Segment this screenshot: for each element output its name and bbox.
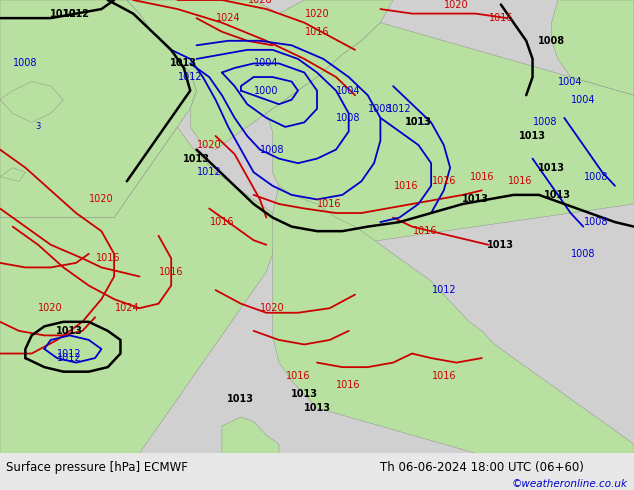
Text: 1013: 1013: [228, 394, 254, 404]
Polygon shape: [266, 23, 634, 245]
Text: 1020: 1020: [444, 0, 469, 9]
Polygon shape: [0, 127, 279, 453]
Text: 1008: 1008: [584, 172, 608, 182]
Text: 1016: 1016: [432, 371, 456, 381]
Text: 1012: 1012: [387, 104, 411, 114]
Text: Th 06-06-2024 18:00 UTC (06+60): Th 06-06-2024 18:00 UTC (06+60): [380, 462, 585, 474]
Text: 1013: 1013: [519, 131, 546, 141]
Text: 1013: 1013: [304, 403, 330, 413]
Text: 1016: 1016: [337, 380, 361, 390]
Polygon shape: [273, 186, 634, 453]
Text: 1016: 1016: [470, 172, 494, 182]
Text: ©weatheronline.co.uk: ©weatheronline.co.uk: [512, 480, 628, 490]
Text: 1008: 1008: [368, 104, 392, 114]
Text: 1012: 1012: [197, 167, 221, 177]
Text: 1013: 1013: [538, 163, 565, 172]
Text: 1008: 1008: [337, 113, 361, 123]
Text: 1013: 1013: [462, 195, 489, 204]
Text: 1028: 1028: [248, 0, 272, 5]
Text: 1013: 1013: [545, 190, 571, 200]
Text: 1004: 1004: [254, 58, 278, 69]
Text: 1016: 1016: [489, 13, 513, 23]
Text: 1008: 1008: [571, 249, 595, 259]
Polygon shape: [0, 168, 25, 181]
Text: 1020: 1020: [197, 140, 221, 150]
Text: 1024: 1024: [216, 13, 240, 23]
Text: 1016: 1016: [508, 176, 532, 186]
Text: 1008: 1008: [538, 36, 565, 46]
Text: 1004: 1004: [571, 95, 595, 105]
Text: 1020: 1020: [89, 195, 113, 204]
Text: 1012: 1012: [50, 9, 77, 19]
Text: 1012: 1012: [178, 72, 202, 82]
Polygon shape: [127, 0, 393, 149]
Text: 1008: 1008: [584, 217, 608, 227]
Text: 1016: 1016: [432, 176, 456, 186]
Text: 1024: 1024: [115, 303, 139, 313]
Text: 1012: 1012: [58, 348, 82, 359]
Polygon shape: [552, 0, 634, 95]
Polygon shape: [222, 417, 279, 453]
Text: 1013: 1013: [171, 58, 197, 69]
Text: 1016: 1016: [305, 27, 329, 37]
Text: 1016: 1016: [318, 199, 342, 209]
Text: 1008: 1008: [533, 118, 557, 127]
Text: 1013: 1013: [291, 390, 318, 399]
Text: 1013: 1013: [56, 326, 83, 336]
Text: 1000: 1000: [254, 86, 278, 96]
Text: 1016: 1016: [159, 267, 183, 277]
Text: 1004: 1004: [337, 86, 361, 96]
Text: 1016: 1016: [394, 181, 418, 191]
Text: 1008: 1008: [13, 58, 37, 69]
Polygon shape: [0, 0, 197, 218]
Text: 1012: 1012: [58, 353, 82, 363]
Text: 1020: 1020: [305, 9, 329, 19]
Text: 3: 3: [36, 122, 41, 131]
Text: 1008: 1008: [261, 145, 285, 154]
Text: 1016: 1016: [210, 217, 234, 227]
Text: 1016: 1016: [286, 371, 310, 381]
Text: 1020: 1020: [39, 303, 63, 313]
Polygon shape: [0, 82, 63, 122]
Text: 1004: 1004: [559, 76, 583, 87]
Text: 1016: 1016: [413, 226, 437, 236]
Text: 1016: 1016: [96, 253, 120, 263]
Text: 1020: 1020: [261, 303, 285, 313]
Text: 1013: 1013: [183, 154, 210, 164]
Text: 1012: 1012: [63, 9, 89, 19]
Text: 1013: 1013: [405, 118, 432, 127]
Text: Surface pressure [hPa] ECMWF: Surface pressure [hPa] ECMWF: [6, 462, 188, 474]
Text: 1012: 1012: [432, 285, 456, 295]
Text: 1013: 1013: [488, 240, 514, 250]
Text: 1013: 1013: [406, 118, 430, 127]
